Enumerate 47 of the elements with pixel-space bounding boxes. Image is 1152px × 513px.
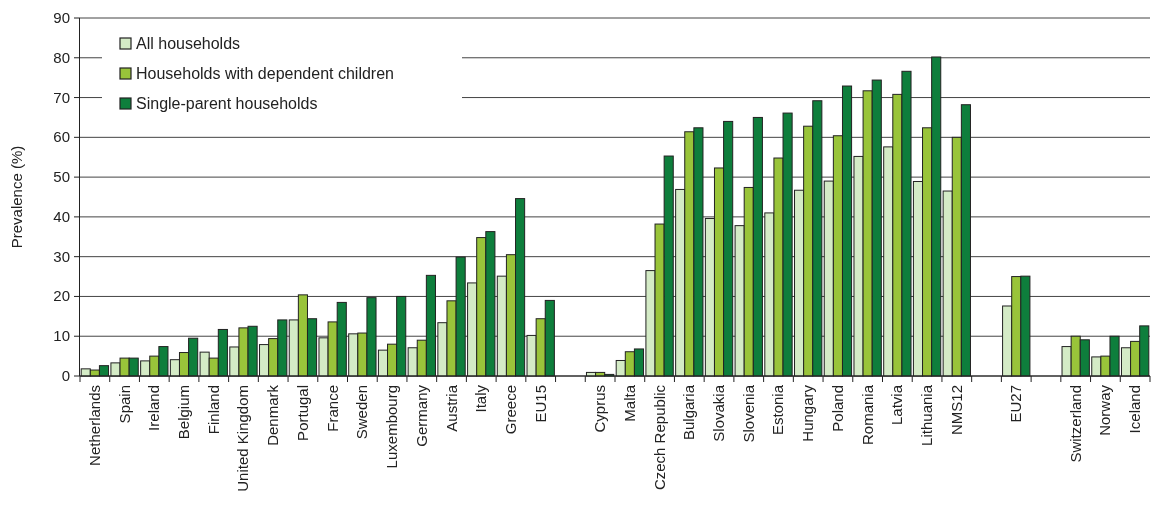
x-tick-label: Lithuania	[918, 384, 936, 446]
x-tick-label: Latvia	[888, 384, 906, 426]
x-tick-label: Czech Republic	[650, 384, 668, 491]
y-tick-label: 90	[53, 9, 70, 26]
y-axis-title: Prevalence (%)	[8, 145, 25, 249]
y-tick-label: 80	[53, 48, 70, 66]
x-tick-label: Luxembourg	[383, 385, 401, 469]
x-tick-label: United Kingdom	[234, 385, 252, 492]
x-tick-label: Belgium	[175, 385, 193, 440]
x-tick-label: Malta	[620, 384, 638, 422]
x-tick-label: Norway	[1096, 384, 1114, 436]
x-tick-label: Greece	[501, 385, 519, 435]
x-tick-label: Slovakia	[710, 384, 728, 442]
x-tick-label: Iceland	[1126, 385, 1144, 434]
x-tick-label: Cyprus	[591, 385, 609, 433]
x-tick-label: Estonia	[769, 384, 787, 436]
x-tick-label: Romania	[858, 384, 876, 446]
x-tick-label: Portugal	[293, 385, 311, 441]
x-tick-label: Finland	[204, 385, 222, 435]
x-tick-label: EU15	[531, 385, 549, 423]
x-tick-label: Poland	[828, 385, 846, 432]
x-tick-label: Austria	[442, 384, 460, 432]
y-tick-label: 0	[61, 367, 70, 384]
legend-label: Single-parent households	[136, 95, 318, 112]
x-tick-label: Sweden	[353, 385, 371, 440]
x-tick-label: Hungary	[799, 384, 817, 442]
x-tick-label: Germany	[412, 384, 430, 447]
x-tick-label: Netherlands	[85, 385, 103, 466]
x-tick-label: NMS12	[947, 385, 965, 436]
y-tick-label: 20	[53, 287, 70, 305]
y-tick-label: 70	[53, 88, 70, 106]
legend-label: Households with dependent children	[136, 65, 394, 82]
legend-label: All households	[136, 35, 241, 52]
y-tick-label: 10	[53, 327, 70, 345]
y-tick-label: 40	[53, 207, 70, 225]
x-tick-label: Denmark	[264, 384, 282, 446]
x-tick-label: France	[323, 385, 341, 432]
y-tick-label: 30	[53, 247, 70, 265]
x-tick-label: Switzerland	[1066, 385, 1084, 463]
y-tick-label: 60	[53, 128, 70, 146]
x-tick-label: Slovenia	[739, 384, 757, 443]
x-tick-label: Bulgaria	[680, 384, 698, 441]
x-tick-label: Ireland	[145, 385, 163, 431]
x-tick-label: EU27	[1007, 385, 1025, 423]
x-tick-label: Spain	[115, 385, 133, 424]
y-tick-label: 50	[53, 168, 70, 186]
x-tick-label: Italy	[472, 384, 490, 413]
